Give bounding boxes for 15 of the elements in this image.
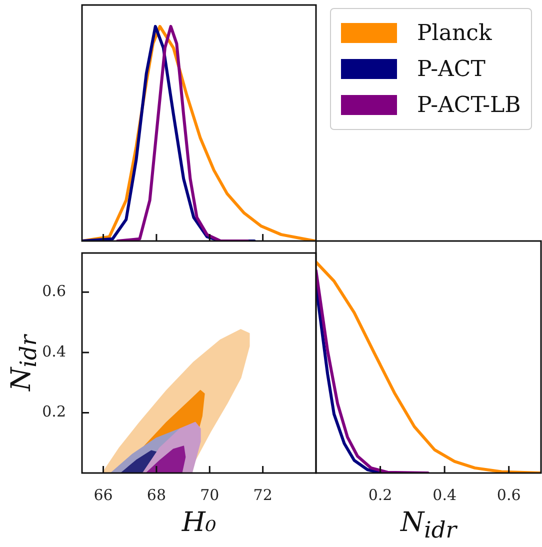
- x-tick-label: 72: [253, 486, 272, 504]
- x-axis-title: H₀: [182, 507, 216, 538]
- x-tick-label: 0.4: [432, 486, 456, 504]
- x-tick-label: 70: [200, 486, 220, 504]
- x-tick-label: 68: [146, 486, 166, 504]
- x-tick-label: 0.2: [368, 486, 392, 504]
- y-tick-label: 0.6: [42, 282, 66, 300]
- legend-label: Planck: [417, 20, 492, 46]
- y-tick-label: 0.2: [42, 402, 66, 421]
- x-tick-label: 0.6: [496, 486, 521, 504]
- legend-label: P-ACT-LB: [417, 92, 521, 118]
- x-tick-label: 66: [94, 486, 113, 504]
- y-tick-label: 0.4: [42, 342, 66, 360]
- legend-label: P-ACT: [417, 56, 486, 82]
- x-axis-title: N$_{idr}$: [400, 507, 456, 544]
